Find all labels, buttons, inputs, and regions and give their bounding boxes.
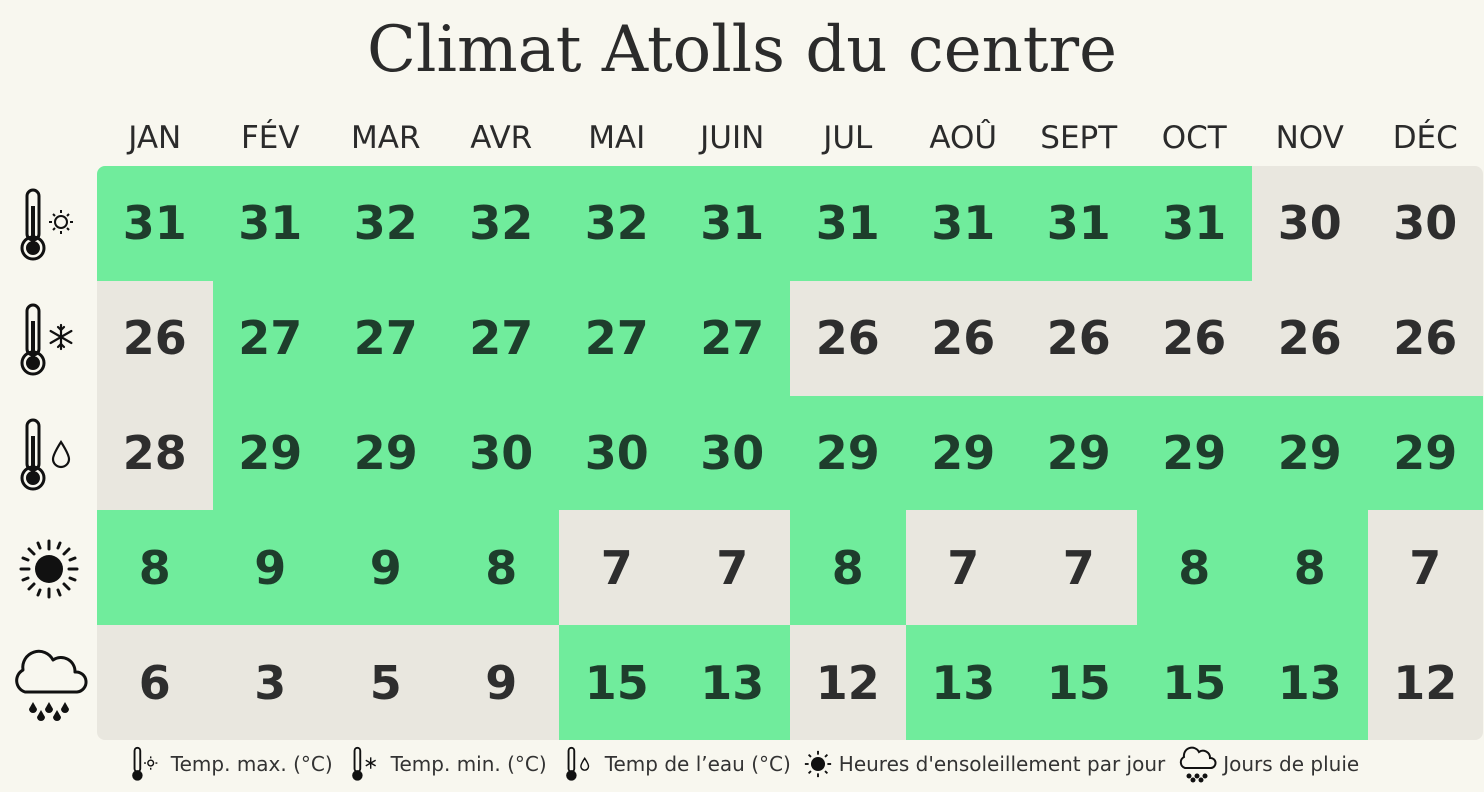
table-cell: 7 — [1021, 510, 1137, 626]
table-cell: 13 — [1252, 625, 1368, 740]
table-cell: 29 — [1252, 395, 1368, 511]
month-label: MAR — [351, 120, 421, 156]
table-cell: 15 — [1136, 625, 1252, 740]
chart-title: Climat Atolls du centre — [367, 13, 1117, 87]
month-header: JAN FÉV MAR AVR MAI JUIN JUL AOÛ SEPT OCT NOV DÉC — [97, 116, 1483, 160]
table-cell: 8 — [1136, 510, 1252, 626]
thermometer-drop-icon — [0, 396, 97, 511]
month-label: MAI — [588, 120, 646, 156]
table-cell: 29 — [790, 395, 906, 511]
table-cell: 31 — [1021, 166, 1137, 281]
legend-item-water-temp: Temp de l’eau (°C) — [559, 745, 791, 783]
table-cell: 27 — [674, 280, 790, 396]
table-cell: 29 — [905, 395, 1021, 511]
legend-item-temp-max: Temp. max. (°C) — [125, 745, 333, 783]
table-cell: 26 — [1252, 280, 1368, 396]
table-cell: 31 — [905, 166, 1021, 281]
legend-item-rain-days: Jours de pluie — [1177, 745, 1359, 783]
table-cell: 30 — [559, 395, 675, 511]
table-cell: 27 — [559, 280, 675, 396]
sun-icon — [0, 511, 97, 626]
month-label: JUL — [823, 120, 873, 156]
table-cell: 30 — [1367, 166, 1483, 281]
legend-label: Temp. min. (°C) — [390, 752, 547, 776]
legend-label: Jours de pluie — [1223, 752, 1360, 776]
table-cell: 7 — [674, 510, 790, 626]
thermometer-drop-icon — [565, 746, 589, 781]
thermometer-snowflake-icon — [0, 281, 97, 396]
table-cell: 26 — [1021, 280, 1137, 396]
legend-item-sunshine: Heures d'ensoleillement par jour — [803, 749, 1165, 779]
table-cell: 29 — [1367, 395, 1483, 511]
table-cell: 30 — [443, 395, 559, 511]
table-cell: 29 — [328, 395, 444, 511]
table-cell: 8 — [1252, 510, 1368, 626]
table-cell: 27 — [443, 280, 559, 396]
table-cell: 26 — [790, 280, 906, 396]
legend-label: Heures d'ensoleillement par jour — [838, 752, 1166, 776]
table-cell: 27 — [328, 280, 444, 396]
table-cell: 12 — [1367, 625, 1483, 740]
table-cell: 15 — [559, 625, 675, 740]
legend: Temp. max. (°C) Temp. min. (°C) Temp de … — [0, 742, 1484, 786]
month-label: AOÛ — [929, 120, 998, 156]
table-cell: 28 — [97, 395, 213, 511]
month-label: DÉC — [1392, 120, 1458, 156]
thermometer-sun-icon — [131, 746, 158, 781]
table-cell: 8 — [443, 510, 559, 626]
month-label: JUIN — [700, 120, 765, 156]
legend-item-temp-min: Temp. min. (°C) — [345, 745, 547, 783]
table-cell: 3 — [212, 625, 328, 740]
table-cell: 26 — [1367, 280, 1483, 396]
table-cell: 31 — [97, 166, 213, 281]
rain-cloud-icon — [1180, 746, 1217, 783]
month-label: SEPT — [1040, 120, 1118, 156]
sun-icon — [804, 750, 831, 778]
table-cell: 15 — [1021, 625, 1137, 740]
table-cell: 29 — [212, 395, 328, 511]
table-cell: 7 — [905, 510, 1021, 626]
table-cell: 9 — [212, 510, 328, 626]
month-label: FÉV — [240, 120, 300, 156]
table-cell: 9 — [328, 510, 444, 626]
table-cell: 13 — [905, 625, 1021, 740]
table-cell: 26 — [97, 280, 213, 396]
table-cell: 6 — [97, 625, 213, 740]
month-label: JAN — [128, 120, 182, 156]
table-cell: 5 — [328, 625, 444, 740]
table-cell: 12 — [790, 625, 906, 740]
table-cell: 26 — [1136, 280, 1252, 396]
month-label: NOV — [1275, 120, 1344, 156]
thermometer-sun-icon — [0, 166, 97, 281]
table-cell: 29 — [1021, 395, 1137, 511]
table-cell: 9 — [443, 625, 559, 740]
thermometer-snowflake-icon — [351, 746, 376, 781]
table-cell: 32 — [328, 166, 444, 281]
legend-label: Temp de l’eau (°C) — [604, 752, 791, 776]
table-cell: 30 — [1252, 166, 1368, 281]
table-cell: 32 — [443, 166, 559, 281]
month-label: OCT — [1161, 120, 1227, 156]
rain-cloud-icon — [0, 626, 97, 741]
table-cell: 31 — [674, 166, 790, 281]
table-cell: 13 — [674, 625, 790, 740]
table-cell: 32 — [559, 166, 675, 281]
table-cell: 31 — [1136, 166, 1252, 281]
climate-table: 31 31 32 32 32 31 31 31 31 31 30 30 26 27 27 27 27 27 26 26… — [97, 166, 1483, 740]
table-cell: 26 — [905, 280, 1021, 396]
table-cell: 8 — [97, 510, 213, 626]
table-cell: 8 — [790, 510, 906, 626]
legend-label: Temp. max. (°C) — [170, 752, 333, 776]
table-cell: 31 — [790, 166, 906, 281]
table-cell: 27 — [212, 280, 328, 396]
table-cell: 7 — [559, 510, 675, 626]
month-label: AVR — [470, 120, 533, 156]
table-cell: 7 — [1367, 510, 1483, 626]
table-cell: 30 — [674, 395, 790, 511]
table-cell: 29 — [1136, 395, 1252, 511]
table-cell: 31 — [212, 166, 328, 281]
